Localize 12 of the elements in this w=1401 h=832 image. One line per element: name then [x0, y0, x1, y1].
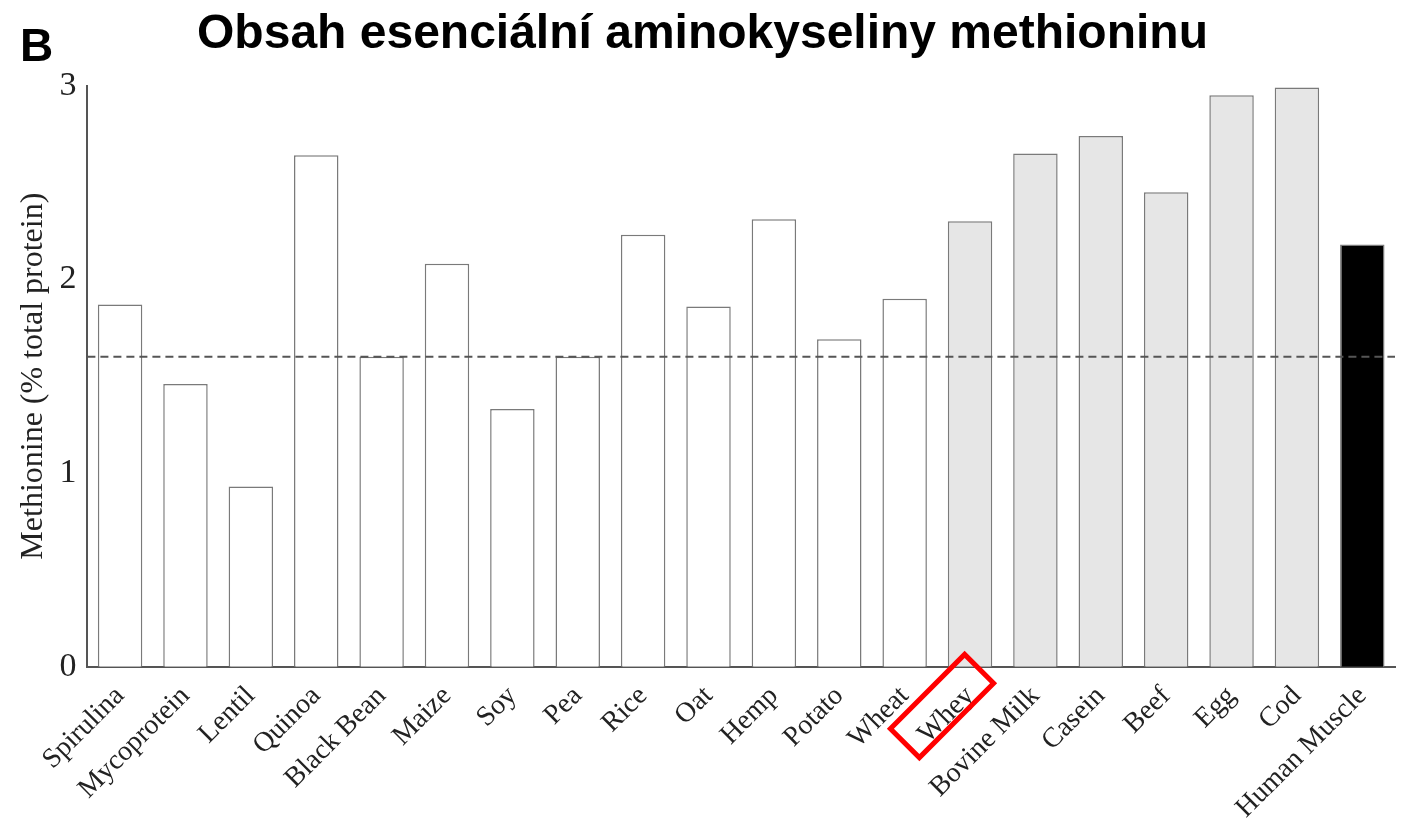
text: B [20, 18, 54, 71]
x-tick-label: Oat [667, 678, 719, 730]
x-tick-label: Egg [1187, 679, 1241, 733]
y-tick-label: 3 [59, 64, 77, 102]
y-tick-label: 0 [59, 645, 77, 683]
y-tick-label: 1 [59, 451, 77, 489]
y-axis-title: Methionine (% total protein) [12, 192, 49, 560]
chart-title: Obsah esenciální aminokyseliny methioninu [197, 5, 1208, 59]
x-tick-label: Soy [469, 679, 522, 732]
y-tick-label: 2 [59, 258, 77, 296]
x-tick-label: Pea [536, 678, 588, 730]
x-tick-label: Rice [594, 679, 653, 738]
